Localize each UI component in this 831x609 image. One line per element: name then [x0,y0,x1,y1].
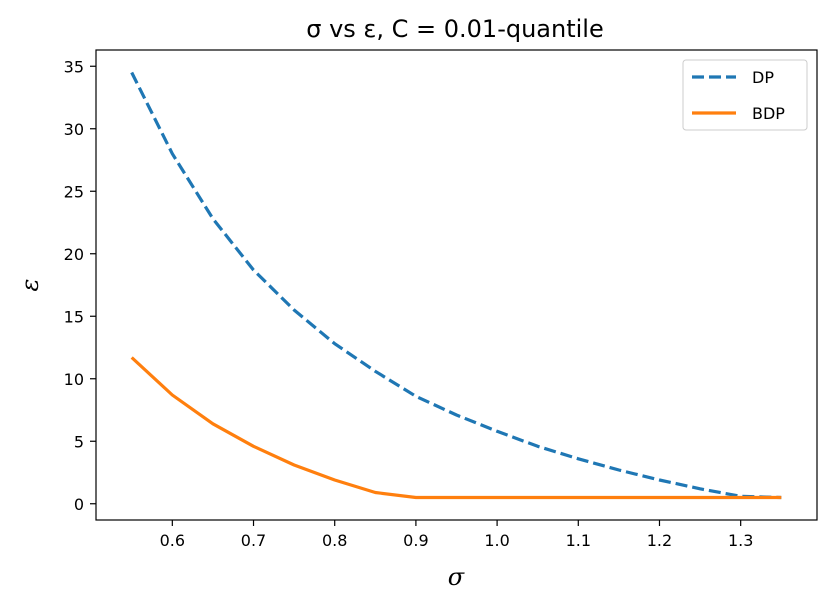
y-tick-label: 0 [74,495,84,514]
series-line-dp [130,71,782,500]
y-tick-label: 5 [74,432,84,451]
y-tick-label: 10 [64,370,84,389]
y-tick-label: 20 [64,245,84,264]
y-tick-label: 25 [64,182,84,201]
y-axis: 0 5 10 15 20 25 30 35 [64,57,96,514]
x-tick-label: 1.0 [484,531,509,550]
legend-label-bdp: BDP [752,104,785,123]
x-tick-label: 0.9 [403,531,428,550]
series-line-bdp [130,356,782,500]
plot-area [130,71,782,500]
legend-label-dp: DP [752,68,774,87]
x-tick-label: 0.8 [322,531,347,550]
plot-frame [95,49,818,521]
legend-box [682,59,808,131]
x-tick-label: 0.7 [241,531,266,550]
y-tick-label: 35 [64,57,84,76]
x-tick-label: 0.6 [160,531,185,550]
y-tick-label: 15 [64,307,84,326]
x-tick-label: 1.3 [728,531,753,550]
chart-title: σ vs ε, C = 0.01-quantile [306,15,604,43]
x-axis: 0.6 0.7 0.8 0.9 1.0 1.1 1.2 1.3 [160,520,753,550]
y-axis-label: ε [16,279,44,292]
y-tick-label: 30 [64,120,84,139]
x-tick-label: 1.2 [647,531,672,550]
x-tick-label: 1.1 [566,531,591,550]
x-axis-label: σ [448,563,465,591]
legend: DP BDP [682,59,808,131]
